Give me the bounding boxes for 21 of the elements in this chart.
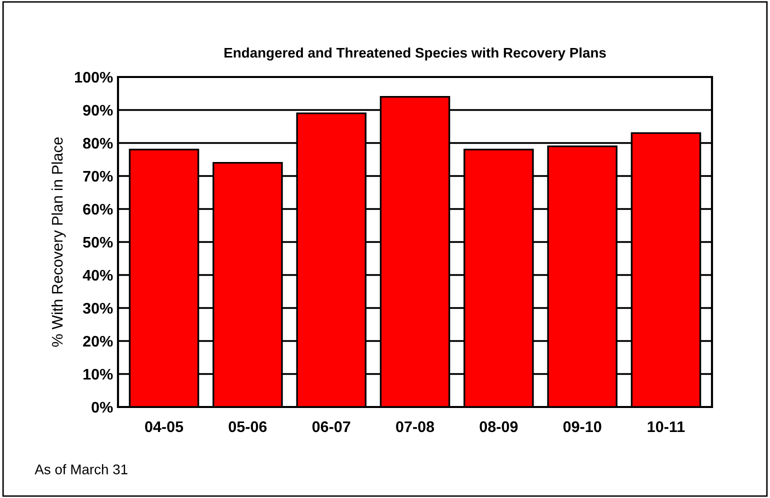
x-tick-label: 07-08 — [396, 421, 434, 432]
x-tick-label: 09-10 — [563, 421, 602, 432]
y-tick-label: 90% — [83, 104, 113, 116]
y-tick-label: 70% — [83, 170, 113, 182]
x-tick-label: 04-05 — [145, 421, 184, 432]
y-tick-label: 0% — [92, 402, 113, 413]
y-tick-label: 80% — [83, 138, 113, 149]
x-tick-label: 06-07 — [312, 421, 350, 432]
text: As of March 31 — [34, 464, 128, 474]
y-tick-label: 60% — [83, 204, 113, 215]
chart-title: Endangered and Threatened Species with Recovery Plans — [224, 47, 606, 60]
y-tick-label: 100% — [75, 72, 113, 83]
y-tick-label: 10% — [84, 368, 113, 380]
x-tick-label: 08-09 — [480, 421, 518, 432]
x-tick-label: 05-06 — [228, 421, 267, 432]
y-tick-label: 50% — [83, 236, 113, 248]
y-axis-title: % With Recovery Plan in Place — [51, 137, 66, 347]
y-tick-label: 30% — [82, 302, 113, 314]
y-tick-label: 20% — [83, 336, 113, 347]
y-tick-label: 40% — [82, 270, 113, 281]
x-tick-label: 10-11 — [648, 421, 685, 432]
